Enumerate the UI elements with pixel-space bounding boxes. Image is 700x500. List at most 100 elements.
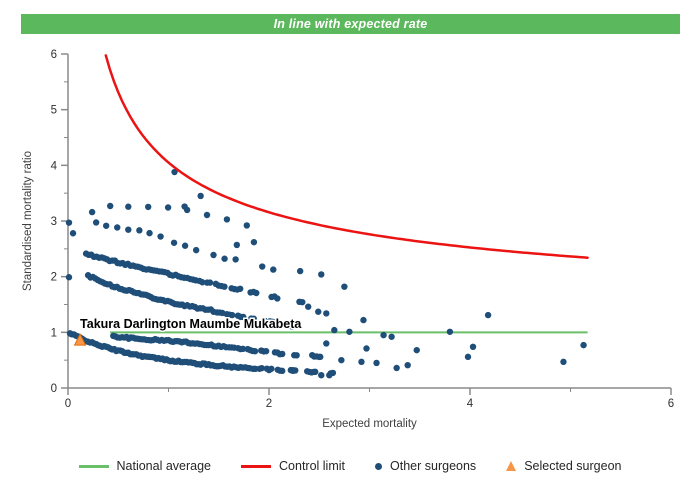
scatter-point[interactable] (221, 255, 228, 262)
scatter-point[interactable] (144, 203, 152, 211)
scatter-point[interactable] (413, 346, 420, 354)
scatter-point[interactable] (279, 367, 286, 375)
scatter-point[interactable] (262, 347, 270, 355)
scatter-point[interactable] (331, 326, 338, 334)
scatter-point[interactable] (393, 364, 400, 372)
other-surgeons-dot-swatch (375, 462, 383, 470)
legend-item-selected-surgeon[interactable]: Selected surgeon (506, 459, 621, 473)
scatter-point[interactable] (346, 328, 353, 335)
legend-item-control-limit[interactable]: Control limit (241, 459, 345, 473)
scatter-point[interactable] (69, 230, 77, 237)
scatter-point[interactable] (223, 216, 231, 223)
legend-label: Control limit (279, 459, 346, 473)
scatter-point[interactable] (580, 341, 587, 349)
y-tick-label: 1 (51, 327, 57, 339)
scatter-point[interactable] (259, 263, 266, 270)
scatter-point[interactable] (299, 298, 306, 306)
scatter-point[interactable] (157, 233, 164, 240)
scatter-point[interactable] (341, 283, 348, 290)
scatter-point[interactable] (318, 271, 325, 278)
scatter-point[interactable] (206, 279, 214, 286)
legend-item-other-surgeons[interactable]: Other surgeons (375, 459, 476, 473)
scatter-point[interactable] (338, 356, 345, 364)
scatter-point[interactable] (65, 274, 73, 281)
scatter-point[interactable] (317, 353, 324, 361)
scatter-point[interactable] (469, 343, 477, 351)
scatter-point[interactable] (125, 226, 132, 233)
scatter-point[interactable] (296, 267, 304, 275)
scatter-point[interactable] (228, 311, 236, 319)
scatter-point[interactable] (560, 358, 567, 366)
scatter-point[interactable] (125, 203, 132, 210)
scatter-point[interactable] (312, 368, 319, 376)
scatter-point[interactable] (274, 295, 281, 302)
legend-item-national-average[interactable]: National average (78, 459, 212, 473)
scatter-point[interactable] (65, 219, 73, 226)
national-average-line-swatch (78, 464, 109, 468)
scatter-point[interactable] (484, 311, 492, 319)
scatter-point[interactable] (250, 315, 257, 322)
scatter-point[interactable] (270, 266, 277, 273)
y-tick-label: 2 (51, 272, 57, 284)
scatter-point[interactable] (67, 330, 75, 338)
scatter-point[interactable] (239, 345, 247, 353)
scatter-point[interactable] (289, 366, 297, 374)
scatter-point[interactable] (304, 303, 312, 310)
scatter-point[interactable] (146, 229, 153, 237)
scatter-point[interactable] (360, 316, 367, 324)
scatter-point[interactable] (88, 208, 96, 216)
scatter-point[interactable] (309, 351, 316, 359)
scatter-point[interactable] (251, 347, 259, 355)
scatter-point[interactable] (233, 241, 241, 249)
y-axis-title: Standardised mortality ratio (22, 151, 34, 291)
scatter-point[interactable] (464, 353, 472, 361)
scatter-point[interactable] (114, 224, 121, 231)
scatter-point[interactable] (164, 204, 172, 211)
scatter-point[interactable] (136, 227, 143, 234)
scatter-point[interactable] (446, 328, 454, 335)
scatter-point[interactable] (404, 361, 411, 369)
scatter-point[interactable] (363, 345, 370, 352)
scatter-point[interactable] (181, 242, 189, 249)
scatter-point[interactable] (232, 256, 239, 263)
y-tick-label: 4 (51, 160, 58, 172)
scatter-point[interactable] (240, 313, 247, 321)
scatter-point[interactable] (388, 333, 395, 340)
legend-label: National average (116, 459, 212, 473)
scatter-point[interactable] (323, 310, 330, 317)
scatter-point[interactable] (199, 279, 206, 286)
scatter-point[interactable] (289, 323, 296, 330)
scatter-point[interactable] (92, 219, 100, 226)
scatter-point[interactable] (171, 168, 178, 176)
scatter-point[interactable] (181, 203, 188, 210)
scatter-point[interactable] (243, 222, 251, 229)
scatter-point[interactable] (250, 238, 258, 246)
scatter-point[interactable] (358, 358, 365, 366)
y-tick-label: 5 (51, 105, 57, 117)
scatter-point[interactable] (197, 192, 204, 200)
x-axis-title: Expected mortality (322, 418, 417, 430)
scatter-point[interactable] (326, 371, 333, 379)
scatter-point[interactable] (102, 222, 110, 229)
scatter-point[interactable] (258, 364, 265, 372)
scatter-point[interactable] (107, 202, 114, 210)
scatter-point[interactable] (170, 239, 178, 246)
scatter-point[interactable] (315, 308, 322, 315)
scatter-point[interactable] (253, 289, 260, 297)
scatter-point[interactable] (318, 371, 325, 379)
selected-surgeon-marker[interactable] (73, 333, 87, 346)
scatter-point[interactable] (380, 331, 387, 339)
scatter-point[interactable] (221, 283, 228, 290)
scatter-point[interactable] (192, 246, 200, 254)
scatter-point[interactable] (323, 340, 330, 347)
x-tick-label: 6 (668, 398, 674, 410)
scatter-point[interactable] (210, 251, 217, 259)
scatter-point[interactable] (279, 350, 286, 358)
scatter-point[interactable] (203, 211, 211, 219)
scatter-point[interactable] (373, 359, 380, 367)
scatter-point[interactable] (237, 285, 244, 292)
scatter-point[interactable] (268, 365, 275, 372)
scatter-point[interactable] (293, 352, 300, 359)
scatter-point[interactable] (269, 318, 276, 325)
